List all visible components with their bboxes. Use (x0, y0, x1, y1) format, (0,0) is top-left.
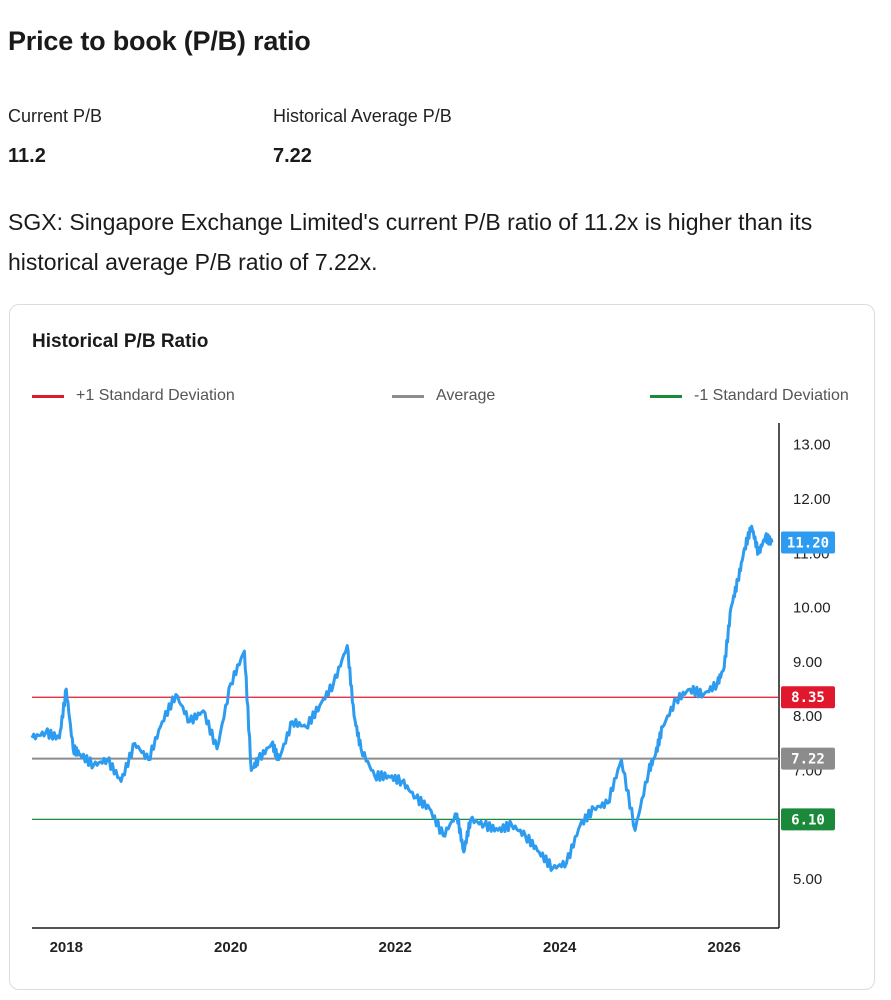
minus-sd-badge-label: 6.10 (791, 812, 825, 828)
average-badge-label: 7.22 (791, 752, 825, 768)
current-pb-value: 11.2 (8, 145, 46, 167)
x-tick-label: 2022 (379, 939, 412, 956)
average-pb-label: Historical Average P/B (273, 106, 452, 126)
legend-item-minus-sd[interactable]: -1 Standard Deviation (650, 387, 849, 405)
pb-series-line (30, 524, 774, 872)
y-tick-label: 9.00 (793, 654, 822, 671)
legend-swatch-plus-sd (32, 394, 64, 398)
current-value-badge-label: 11.20 (787, 535, 829, 551)
summary-text: SGX: Singapore Exchange Limited's curren… (8, 209, 813, 275)
page-title: Price to book (P/B) ratio (8, 26, 311, 56)
legend-label-minus-sd: -1 Standard Deviation (694, 387, 849, 404)
legend-swatch-minus-sd (650, 394, 682, 398)
average-pb-stat: Historical Average P/B 7.22 (273, 106, 452, 168)
average-pb-value: 7.22 (273, 145, 312, 167)
average-badge (781, 747, 835, 770)
legend-item-plus-sd[interactable]: +1 Standard Deviation (32, 387, 235, 405)
y-tick-label: 12.00 (793, 491, 831, 508)
current-value-badge (781, 531, 835, 554)
y-tick-label: 8.00 (793, 708, 822, 725)
pb-line-chart[interactable]: 5.006.007.008.009.0010.0011.0012.0013.00… (10, 305, 874, 989)
legend-swatch-average (392, 394, 424, 398)
plus-sd-badge (781, 686, 835, 709)
minus-sd-badge (781, 808, 835, 831)
y-tick-label: 10.00 (793, 600, 831, 617)
legend-label-average: Average (436, 387, 496, 404)
x-tick-label: 2024 (543, 939, 577, 956)
x-tick-label: 2026 (707, 939, 740, 956)
current-pb-stat: Current P/B 11.2 (8, 106, 102, 168)
y-tick-label: 5.00 (793, 871, 822, 888)
y-tick-label: 13.00 (793, 437, 831, 454)
legend-item-average[interactable]: Average (392, 387, 495, 405)
legend-label-plus-sd: +1 Standard Deviation (76, 387, 235, 404)
x-tick-label: 2018 (50, 939, 83, 956)
x-tick-label: 2020 (214, 939, 247, 956)
chart-title: Historical P/B Ratio (32, 331, 209, 352)
plus-sd-badge-label: 8.35 (791, 690, 825, 706)
current-pb-label: Current P/B (8, 106, 103, 126)
chart-card: Historical P/B Ratio +1 Standard Deviati… (9, 304, 875, 990)
